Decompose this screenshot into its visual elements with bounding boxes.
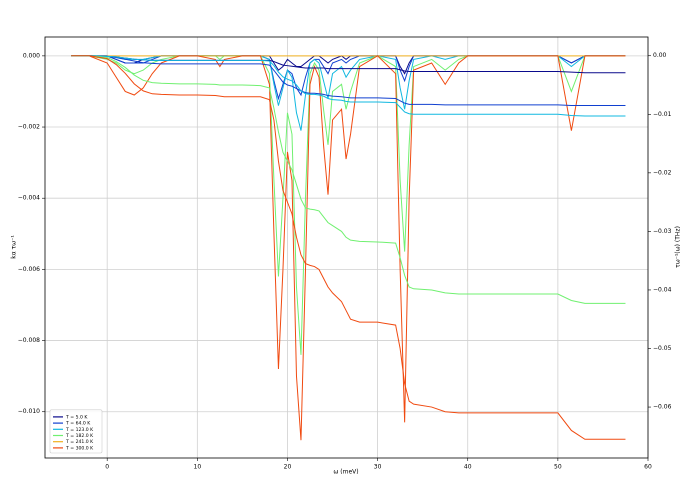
x-tick-label: 0 (105, 464, 109, 471)
cumulative-line (71, 55, 626, 117)
y2-tick-label: −0.01 (653, 111, 672, 118)
legend-label: T = 241.0 K (65, 439, 94, 445)
x-tick-label: 10 (194, 464, 202, 471)
y-tick-label: 0.000 (23, 52, 40, 59)
y2-tick-label: −0.06 (653, 404, 672, 411)
x-tick-label: 40 (464, 464, 472, 471)
y-tick-label: −0.008 (18, 337, 40, 344)
cumulative-line (71, 55, 626, 304)
cumulative-line (71, 55, 626, 107)
x-tick-label: 30 (374, 464, 382, 471)
legend-label: T = 64.0 K (65, 421, 91, 427)
spectral-line (71, 55, 626, 131)
spectral-line (71, 55, 626, 355)
x-tick-label: 60 (644, 464, 652, 471)
y-axis-label: kα τω⁻¹ (11, 235, 18, 259)
x-tick-label: 20 (284, 464, 292, 471)
cumulative-line (71, 55, 626, 440)
legend: T = 5.0 KT = 64.0 KT = 123.0 KT = 182.0 … (49, 409, 103, 454)
legend-label: T = 182.0 K (65, 433, 94, 439)
grid (45, 37, 649, 458)
x-axis-label: ω (meV) (333, 469, 358, 476)
y2-tick-label: −0.02 (653, 169, 672, 176)
legend-label: T = 123.0 K (65, 427, 94, 433)
plot-frame (44, 36, 649, 459)
y2-axis-label: τω⁻¹(ω) (THz) (675, 226, 682, 268)
spectral-line (71, 55, 626, 441)
legend-label: T = 5.0 K (65, 414, 88, 420)
y-tick-label: −0.006 (18, 266, 40, 273)
y2-tick-label: 0.00 (653, 52, 667, 59)
legend-label: T = 300.0 K (65, 445, 94, 451)
y2-tick-label: −0.03 (653, 228, 672, 235)
y-tick-label: −0.004 (18, 195, 40, 202)
x-tick-label: 50 (554, 464, 562, 471)
y2-tick-label: −0.05 (653, 345, 672, 352)
y-tick-label: −0.002 (18, 124, 40, 131)
y-tick-label: −0.010 (18, 408, 40, 415)
y2-tick-label: −0.04 (653, 286, 672, 293)
